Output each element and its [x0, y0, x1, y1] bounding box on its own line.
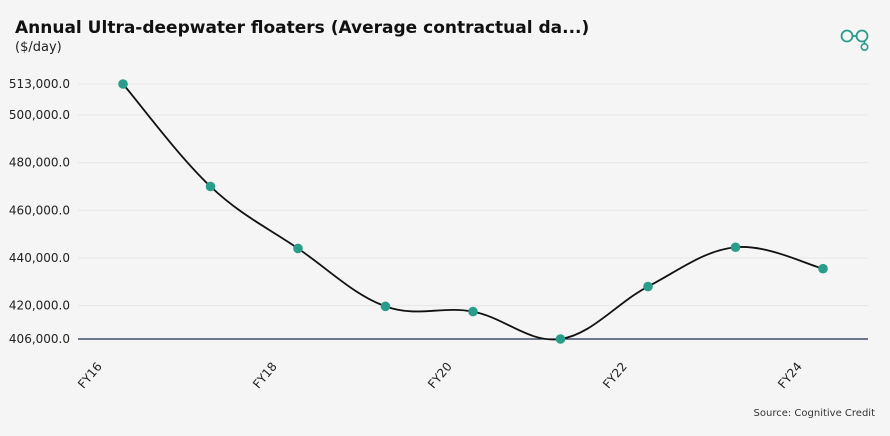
data-point[interactable] — [818, 263, 828, 274]
data-point[interactable] — [293, 243, 303, 254]
y-tick-label: 420,000.0 — [9, 299, 70, 313]
y-tick-label: 513,000.0 — [9, 77, 70, 91]
cognitive-credit-logo-icon — [840, 29, 869, 51]
y-tick-label: 440,000.0 — [9, 251, 70, 265]
y-tick-label: 500,000.0 — [9, 108, 70, 122]
data-point[interactable] — [380, 301, 391, 312]
series-points — [118, 79, 828, 344]
x-tick-label: FY20 — [425, 360, 455, 392]
series-line-path — [122, 83, 824, 341]
data-point[interactable] — [730, 242, 741, 253]
x-tick-label: FY18 — [250, 360, 280, 392]
data-point[interactable] — [555, 334, 566, 344]
y-tick-label: 480,000.0 — [9, 156, 70, 170]
x-tick-label: FY16 — [75, 360, 105, 392]
y-tick-label: 460,000.0 — [9, 203, 70, 217]
data-point[interactable] — [643, 281, 653, 292]
y-tick-label: 406,000.0 — [9, 332, 70, 346]
series-line — [122, 83, 824, 341]
chart-subtitle: ($/day) — [15, 40, 62, 55]
y-axis-tick-labels: 513,000.0 500,000.0 480,000.0 460,000.0 440,… — [9, 77, 70, 346]
source-note: Source: Cognitive Credit — [753, 408, 875, 419]
grid-lines — [78, 83, 868, 307]
data-point[interactable] — [468, 306, 478, 317]
x-tick-label: FY24 — [775, 360, 805, 392]
data-point[interactable] — [118, 79, 128, 89]
x-axis-tick-labels: FY16 FY18 FY20 FY22 FY24 — [75, 360, 805, 392]
chart-title: Annual Ultra-deepwater floaters (Average… — [15, 18, 590, 38]
data-point[interactable] — [205, 181, 216, 192]
x-tick-label: FY22 — [600, 360, 630, 392]
